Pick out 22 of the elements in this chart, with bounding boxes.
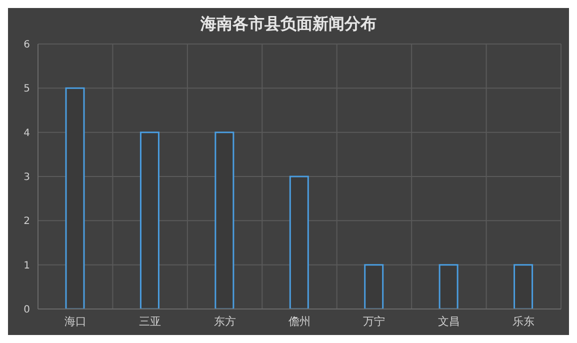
bar <box>214 132 234 309</box>
x-tick-label: 乐东 <box>512 314 535 328</box>
x-tick-label: 海口 <box>64 314 86 328</box>
y-tick-label: 0 <box>24 304 30 316</box>
bar <box>514 264 534 309</box>
chart-title: 海南各市县负面新闻分布 <box>200 14 378 35</box>
bar <box>140 132 160 309</box>
y-tick-label: 4 <box>24 128 30 139</box>
bar <box>289 176 309 309</box>
x-tick-label: 三亚 <box>139 314 162 328</box>
x-tick-label: 文昌 <box>438 314 460 328</box>
x-tick-label: 万宁 <box>363 314 386 328</box>
bar <box>65 87 85 309</box>
y-tick-label: 5 <box>24 84 30 95</box>
y-tick-label: 3 <box>24 172 30 184</box>
bar <box>438 264 458 309</box>
y-tick-label: 6 <box>24 40 30 51</box>
bar <box>364 264 384 309</box>
x-tick-label: 东方 <box>214 314 236 328</box>
x-tick-label: 儋州 <box>288 314 310 328</box>
y-tick-label: 2 <box>24 216 30 228</box>
y-tick-label: 1 <box>24 260 30 272</box>
